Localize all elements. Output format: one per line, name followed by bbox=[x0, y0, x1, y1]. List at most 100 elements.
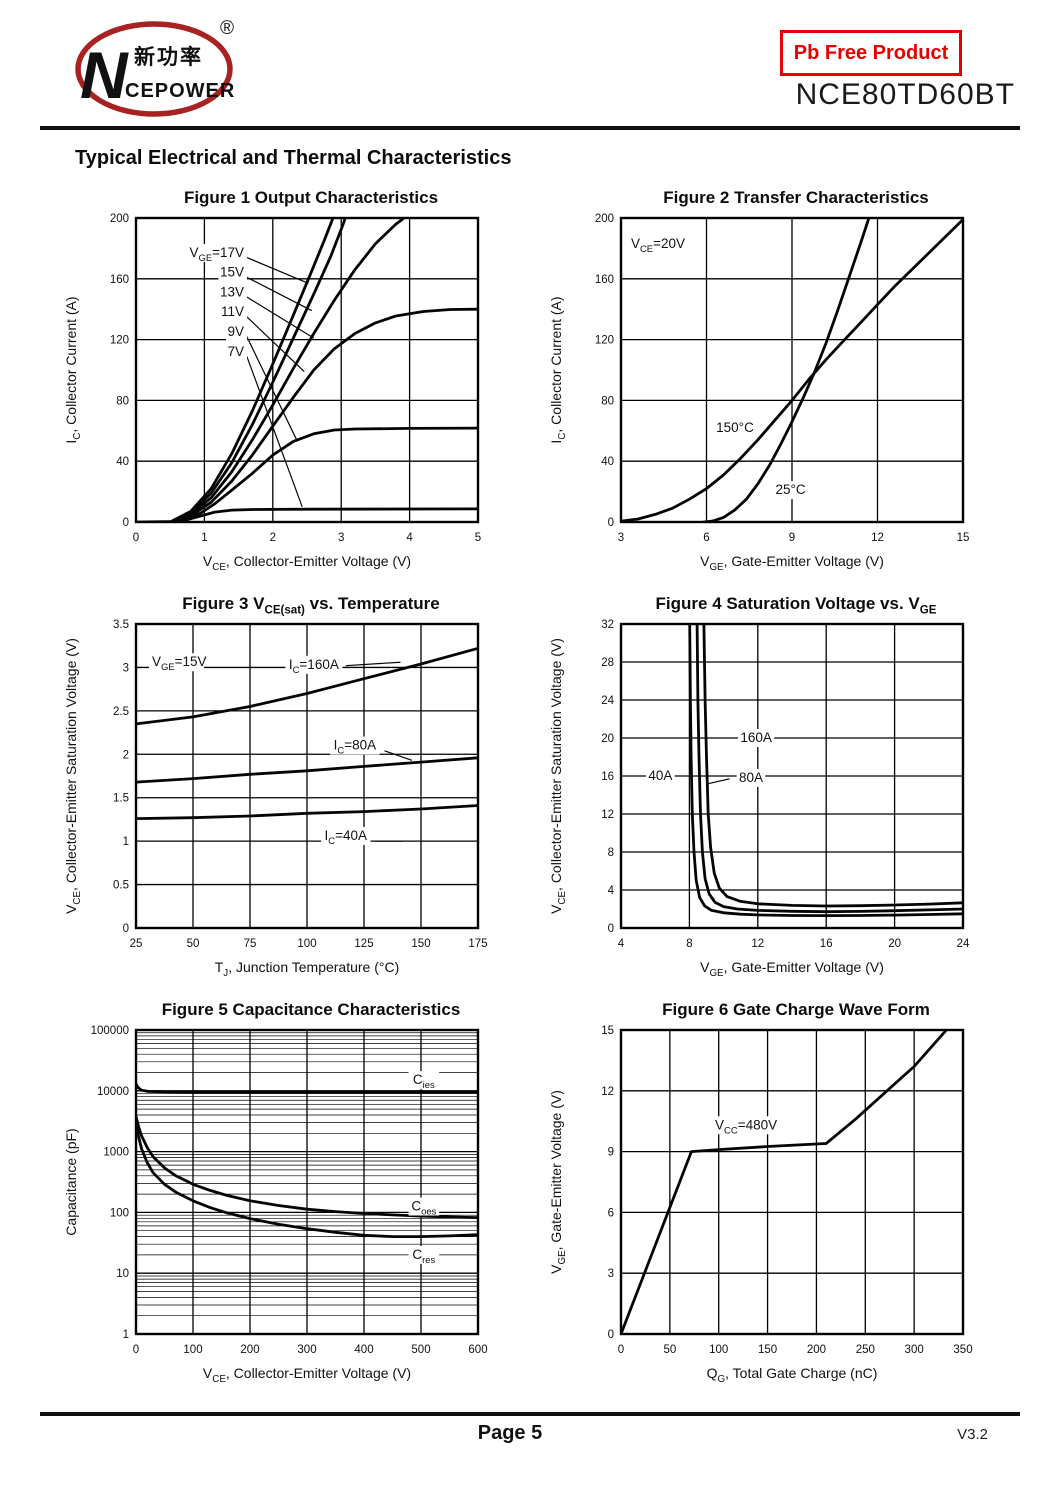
pb-free-label: Pb Free Product bbox=[793, 41, 949, 64]
svg-text:VGE=15V: VGE=15V bbox=[152, 654, 207, 673]
figure-6-gate-charge-wave-form: Figure 6 Gate Charge Wave Form 0 50 100 150… bbox=[541, 998, 1011, 1390]
svg-text:0: 0 bbox=[608, 517, 614, 529]
svg-text:0: 0 bbox=[133, 1344, 139, 1356]
svg-text:VCE=20V: VCE=20V bbox=[631, 236, 685, 255]
svg-text:100: 100 bbox=[297, 938, 316, 950]
svg-text:24: 24 bbox=[601, 695, 614, 707]
svg-text:3: 3 bbox=[123, 662, 129, 674]
svg-text:12: 12 bbox=[601, 1086, 614, 1098]
svg-text:20: 20 bbox=[601, 733, 614, 745]
svg-text:50: 50 bbox=[187, 938, 200, 950]
svg-text:200: 200 bbox=[110, 213, 129, 225]
logo-ellipse bbox=[75, 21, 233, 117]
svg-text:12: 12 bbox=[601, 809, 614, 821]
svg-text:Cies: Cies bbox=[413, 1072, 435, 1091]
svg-text:160: 160 bbox=[110, 274, 129, 286]
section-title: Typical Electrical and Thermal Character… bbox=[75, 147, 512, 169]
svg-text:300: 300 bbox=[297, 1344, 316, 1356]
svg-text:40: 40 bbox=[601, 456, 614, 468]
svg-text:100000: 100000 bbox=[91, 1025, 129, 1037]
svg-text:1: 1 bbox=[123, 1329, 129, 1341]
svg-text:0: 0 bbox=[608, 1329, 614, 1341]
svg-text:Cres: Cres bbox=[412, 1247, 435, 1266]
svg-text:3: 3 bbox=[618, 532, 624, 544]
svg-text:4: 4 bbox=[406, 532, 413, 544]
svg-text:7V: 7V bbox=[228, 344, 245, 359]
svg-text:IC, Collector Current (A): IC, Collector Current (A) bbox=[63, 296, 83, 443]
svg-text:0: 0 bbox=[618, 1344, 624, 1356]
figure-4-title: Figure 4 Saturation Voltage vs. VGE bbox=[655, 594, 937, 617]
logo-n-mark: N bbox=[80, 38, 129, 112]
svg-text:120: 120 bbox=[595, 335, 614, 347]
svg-text:Coes: Coes bbox=[411, 1199, 436, 1218]
svg-text:VCE, Collector-Emitter Saturat: VCE, Collector-Emitter Saturation Voltag… bbox=[63, 638, 83, 914]
svg-text:0: 0 bbox=[123, 923, 129, 935]
svg-text:10000: 10000 bbox=[97, 1086, 129, 1098]
figure-5-chart: 0 100 200 300 400 500 600 1 10 100 1000 10000 100000… bbox=[63, 1025, 488, 1385]
figure-6-title: Figure 6 Gate Charge Wave Form bbox=[662, 1000, 930, 1019]
logo-brand-cn: 新功率 bbox=[134, 45, 203, 69]
svg-text:600: 600 bbox=[468, 1344, 487, 1356]
svg-text:13V: 13V bbox=[220, 284, 244, 299]
svg-text:25°C: 25°C bbox=[775, 482, 805, 497]
svg-text:125: 125 bbox=[354, 938, 373, 950]
figure-4-saturation-voltage-vs-vge: Figure 4 Saturation Voltage vs. VGE 4 8 12… bbox=[541, 592, 1011, 984]
svg-text:28: 28 bbox=[601, 657, 614, 669]
svg-text:3: 3 bbox=[338, 532, 344, 544]
svg-text:12: 12 bbox=[751, 938, 764, 950]
svg-text:250: 250 bbox=[856, 1344, 875, 1356]
figure-3-vcesat-vs-temperature: Figure 3 VCE(sat) vs. Temperature 25 50 75… bbox=[56, 592, 526, 984]
svg-text:IC, Collector Current (A): IC, Collector Current (A) bbox=[548, 296, 568, 443]
svg-text:150: 150 bbox=[758, 1344, 777, 1356]
svg-text:20: 20 bbox=[888, 938, 901, 950]
svg-text:75: 75 bbox=[244, 938, 257, 950]
svg-text:12: 12 bbox=[871, 532, 884, 544]
svg-text:80: 80 bbox=[601, 395, 614, 407]
svg-text:9V: 9V bbox=[228, 324, 245, 339]
svg-text:VGE, Gate-Emitter Voltage (V): VGE, Gate-Emitter Voltage (V) bbox=[700, 959, 884, 979]
svg-text:0.5: 0.5 bbox=[113, 880, 129, 892]
svg-text:1: 1 bbox=[123, 836, 129, 848]
figure-1-title: Figure 1 Output Characteristics bbox=[183, 188, 439, 207]
logo-graphic: N 新功率 CEPOWER ® bbox=[75, 18, 235, 117]
svg-text:VCE, Collector-Emitter Saturat: VCE, Collector-Emitter Saturation Voltag… bbox=[548, 638, 568, 914]
svg-text:1: 1 bbox=[201, 532, 207, 544]
svg-text:150°C: 150°C bbox=[716, 420, 754, 435]
svg-text:VCE, Collector-Emitter Voltage: VCE, Collector-Emitter Voltage (V) bbox=[203, 553, 411, 573]
svg-text:150: 150 bbox=[411, 938, 430, 950]
svg-text:40A: 40A bbox=[648, 768, 672, 783]
svg-text:15: 15 bbox=[957, 532, 970, 544]
svg-text:10: 10 bbox=[116, 1268, 129, 1280]
svg-text:VGE, Gate-Emitter Voltage (V): VGE, Gate-Emitter Voltage (V) bbox=[548, 1090, 568, 1274]
svg-text:3: 3 bbox=[608, 1268, 614, 1280]
company-logo: N 新功率 CEPOWER ® bbox=[68, 14, 238, 124]
version-label: V3.2 bbox=[957, 1426, 988, 1443]
svg-text:200: 200 bbox=[595, 213, 614, 225]
svg-text:120: 120 bbox=[110, 335, 129, 347]
figure-3-title: Figure 3 VCE(sat) vs. Temperature bbox=[182, 594, 440, 617]
svg-text:15: 15 bbox=[601, 1025, 614, 1037]
figure-6-chart: 0 50 100 150 200 250 300 350 0 3 6 9 12 15 VCC=480V QG,… bbox=[548, 1025, 973, 1385]
svg-text:1000: 1000 bbox=[103, 1147, 129, 1159]
figure-2-chart: 3 6 9 12 15 0 40 80 120 160 200 VCE=20V 150°C 25°C VGE… bbox=[548, 213, 970, 573]
svg-text:100: 100 bbox=[110, 1207, 129, 1219]
pb-free-badge: Pb Free Product bbox=[780, 30, 962, 76]
svg-text:25: 25 bbox=[130, 938, 143, 950]
svg-text:TJ, Junction Temperature (°C): TJ, Junction Temperature (°C) bbox=[215, 959, 400, 979]
svg-text:100: 100 bbox=[183, 1344, 202, 1356]
svg-text:100: 100 bbox=[709, 1344, 728, 1356]
svg-text:350: 350 bbox=[953, 1344, 972, 1356]
svg-text:VCC=480V: VCC=480V bbox=[715, 1117, 777, 1136]
svg-text:6: 6 bbox=[608, 1207, 614, 1219]
logo-brand-en: CEPOWER bbox=[125, 80, 235, 102]
svg-text:IC=160A: IC=160A bbox=[289, 657, 339, 676]
svg-text:15V: 15V bbox=[220, 265, 244, 280]
svg-text:6: 6 bbox=[703, 532, 709, 544]
part-number: NCE80TD60BT bbox=[795, 78, 1015, 111]
svg-text:VGE=17V: VGE=17V bbox=[190, 245, 245, 264]
svg-text:24: 24 bbox=[957, 938, 970, 950]
svg-text:VGE, Gate-Emitter Voltage (V): VGE, Gate-Emitter Voltage (V) bbox=[700, 553, 884, 573]
figure-3-chart: 25 50 75 100 125 150 175 0 0.5 1 1.5 2 2.5 3 3.5 VGE=15… bbox=[63, 619, 488, 979]
